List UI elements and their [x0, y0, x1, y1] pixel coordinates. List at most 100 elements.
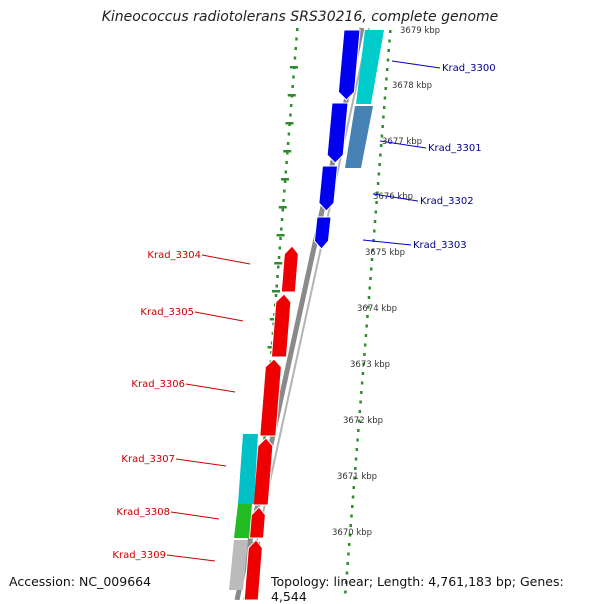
ruler-label-9: 3670 kbp	[332, 528, 372, 538]
tick-mark	[280, 227, 283, 231]
tick-major	[276, 234, 285, 237]
gene-reverse-arrow	[280, 245, 299, 293]
tick-mark	[296, 28, 299, 31]
tick-mark	[388, 39, 391, 43]
tick-mark	[384, 87, 387, 90]
gene-label-leader	[379, 140, 427, 149]
tick-mark	[373, 229, 376, 233]
ruler-label-1: 3678 kbp	[392, 81, 432, 91]
tick-mark	[291, 85, 294, 88]
gene-label-leader	[372, 193, 419, 202]
tick-mark	[363, 343, 367, 347]
gene-reverse-arrow	[259, 358, 282, 437]
tick-mark	[370, 258, 374, 261]
tick-mark	[286, 142, 290, 145]
tick-mark	[362, 362, 365, 366]
tick-mark	[367, 296, 371, 299]
tick-mark	[377, 172, 381, 176]
gene-features-layer	[229, 29, 384, 600]
gene-feature-cyan	[356, 30, 384, 104]
gene-forward-arrow	[313, 216, 332, 250]
tick-mark	[351, 495, 355, 499]
reverse-gene-label: Krad_3306	[131, 379, 185, 390]
reverse-gene-label: Krad_3307	[121, 454, 175, 465]
gene-label-leader	[201, 254, 251, 265]
tick-mark	[277, 265, 280, 269]
tick-mark	[361, 372, 365, 375]
tick-mark	[383, 96, 387, 100]
tick-mark	[347, 543, 351, 546]
tick-major	[281, 178, 289, 181]
genome-title: Kineococcus radiotolerans SRS30216, comp…	[101, 9, 499, 25]
tick-mark	[282, 199, 285, 202]
tick-mark	[348, 533, 352, 537]
tick-mark	[352, 486, 356, 489]
forward-gene-label: Krad_3303	[413, 240, 467, 251]
tick-mark	[289, 104, 293, 107]
gene-reverse-arrow	[248, 506, 266, 539]
tick-mark	[366, 305, 370, 309]
tick-mark	[374, 210, 378, 214]
tick-mark	[347, 552, 350, 556]
tick-mark	[382, 115, 385, 119]
tick-major	[267, 346, 276, 349]
tick-mark	[363, 353, 366, 356]
tick-major	[274, 262, 283, 265]
tick-mark	[350, 514, 353, 518]
gene-forward-arrow	[337, 29, 361, 101]
tick-mark	[381, 125, 384, 128]
reverse-gene-label: Krad_3305	[140, 307, 194, 318]
tick-mark	[382, 106, 386, 109]
tick-mark	[385, 68, 389, 71]
tick-mark	[386, 58, 390, 62]
tick-mark	[359, 400, 362, 404]
gene-label-leader	[362, 239, 412, 246]
tick-mark	[364, 334, 368, 337]
gene-label-leader	[391, 60, 441, 69]
tick-mark	[289, 113, 292, 117]
ruler-label-5: 3674 kbp	[357, 304, 397, 314]
tick-mark	[387, 49, 390, 52]
ruler-label-7: 3672 kbp	[343, 416, 383, 426]
ruler-label-4: 3675 kbp	[365, 248, 405, 258]
tick-mark	[278, 246, 282, 250]
tick-mark	[368, 286, 371, 290]
gene-label-leader	[194, 311, 244, 322]
gene-feature-grey	[229, 540, 248, 590]
tick-mark	[354, 457, 358, 461]
tick-mark	[376, 191, 379, 195]
tick-mark	[280, 218, 284, 221]
tick-mark	[349, 524, 352, 527]
tick-mark	[360, 391, 363, 394]
forward-gene-label: Krad_3300	[442, 63, 496, 74]
tick-mark	[285, 161, 288, 164]
tick-mark	[376, 182, 380, 185]
gene-reverse-arrow	[252, 437, 274, 506]
tick-mark	[263, 436, 266, 440]
tick-major	[283, 150, 292, 153]
tick-mark	[292, 75, 295, 79]
tick-mark	[344, 581, 348, 584]
tick-mark	[360, 381, 364, 385]
gene-forward-arrow	[326, 102, 349, 164]
tick-mark	[277, 256, 281, 259]
tick-mark	[295, 37, 298, 41]
ruler-label-6: 3673 kbp	[350, 360, 390, 370]
tick-mark	[366, 315, 369, 318]
tick-mark	[294, 47, 297, 50]
gene-label-leader	[175, 458, 227, 467]
tick-mark	[279, 237, 282, 240]
gene-feature-cyan	[238, 434, 258, 504]
tick-mark	[276, 275, 279, 278]
ruler-label-2: 3677 kbp	[382, 137, 422, 147]
tick-mark	[379, 144, 383, 147]
tick-mark	[379, 153, 382, 157]
tick-mark	[346, 562, 349, 565]
tick-mark	[358, 410, 362, 413]
tick-major	[272, 290, 281, 293]
tick-mark	[274, 294, 278, 297]
tick-mark	[369, 277, 372, 280]
tick-mark	[378, 163, 381, 166]
tick-mark	[351, 505, 354, 508]
